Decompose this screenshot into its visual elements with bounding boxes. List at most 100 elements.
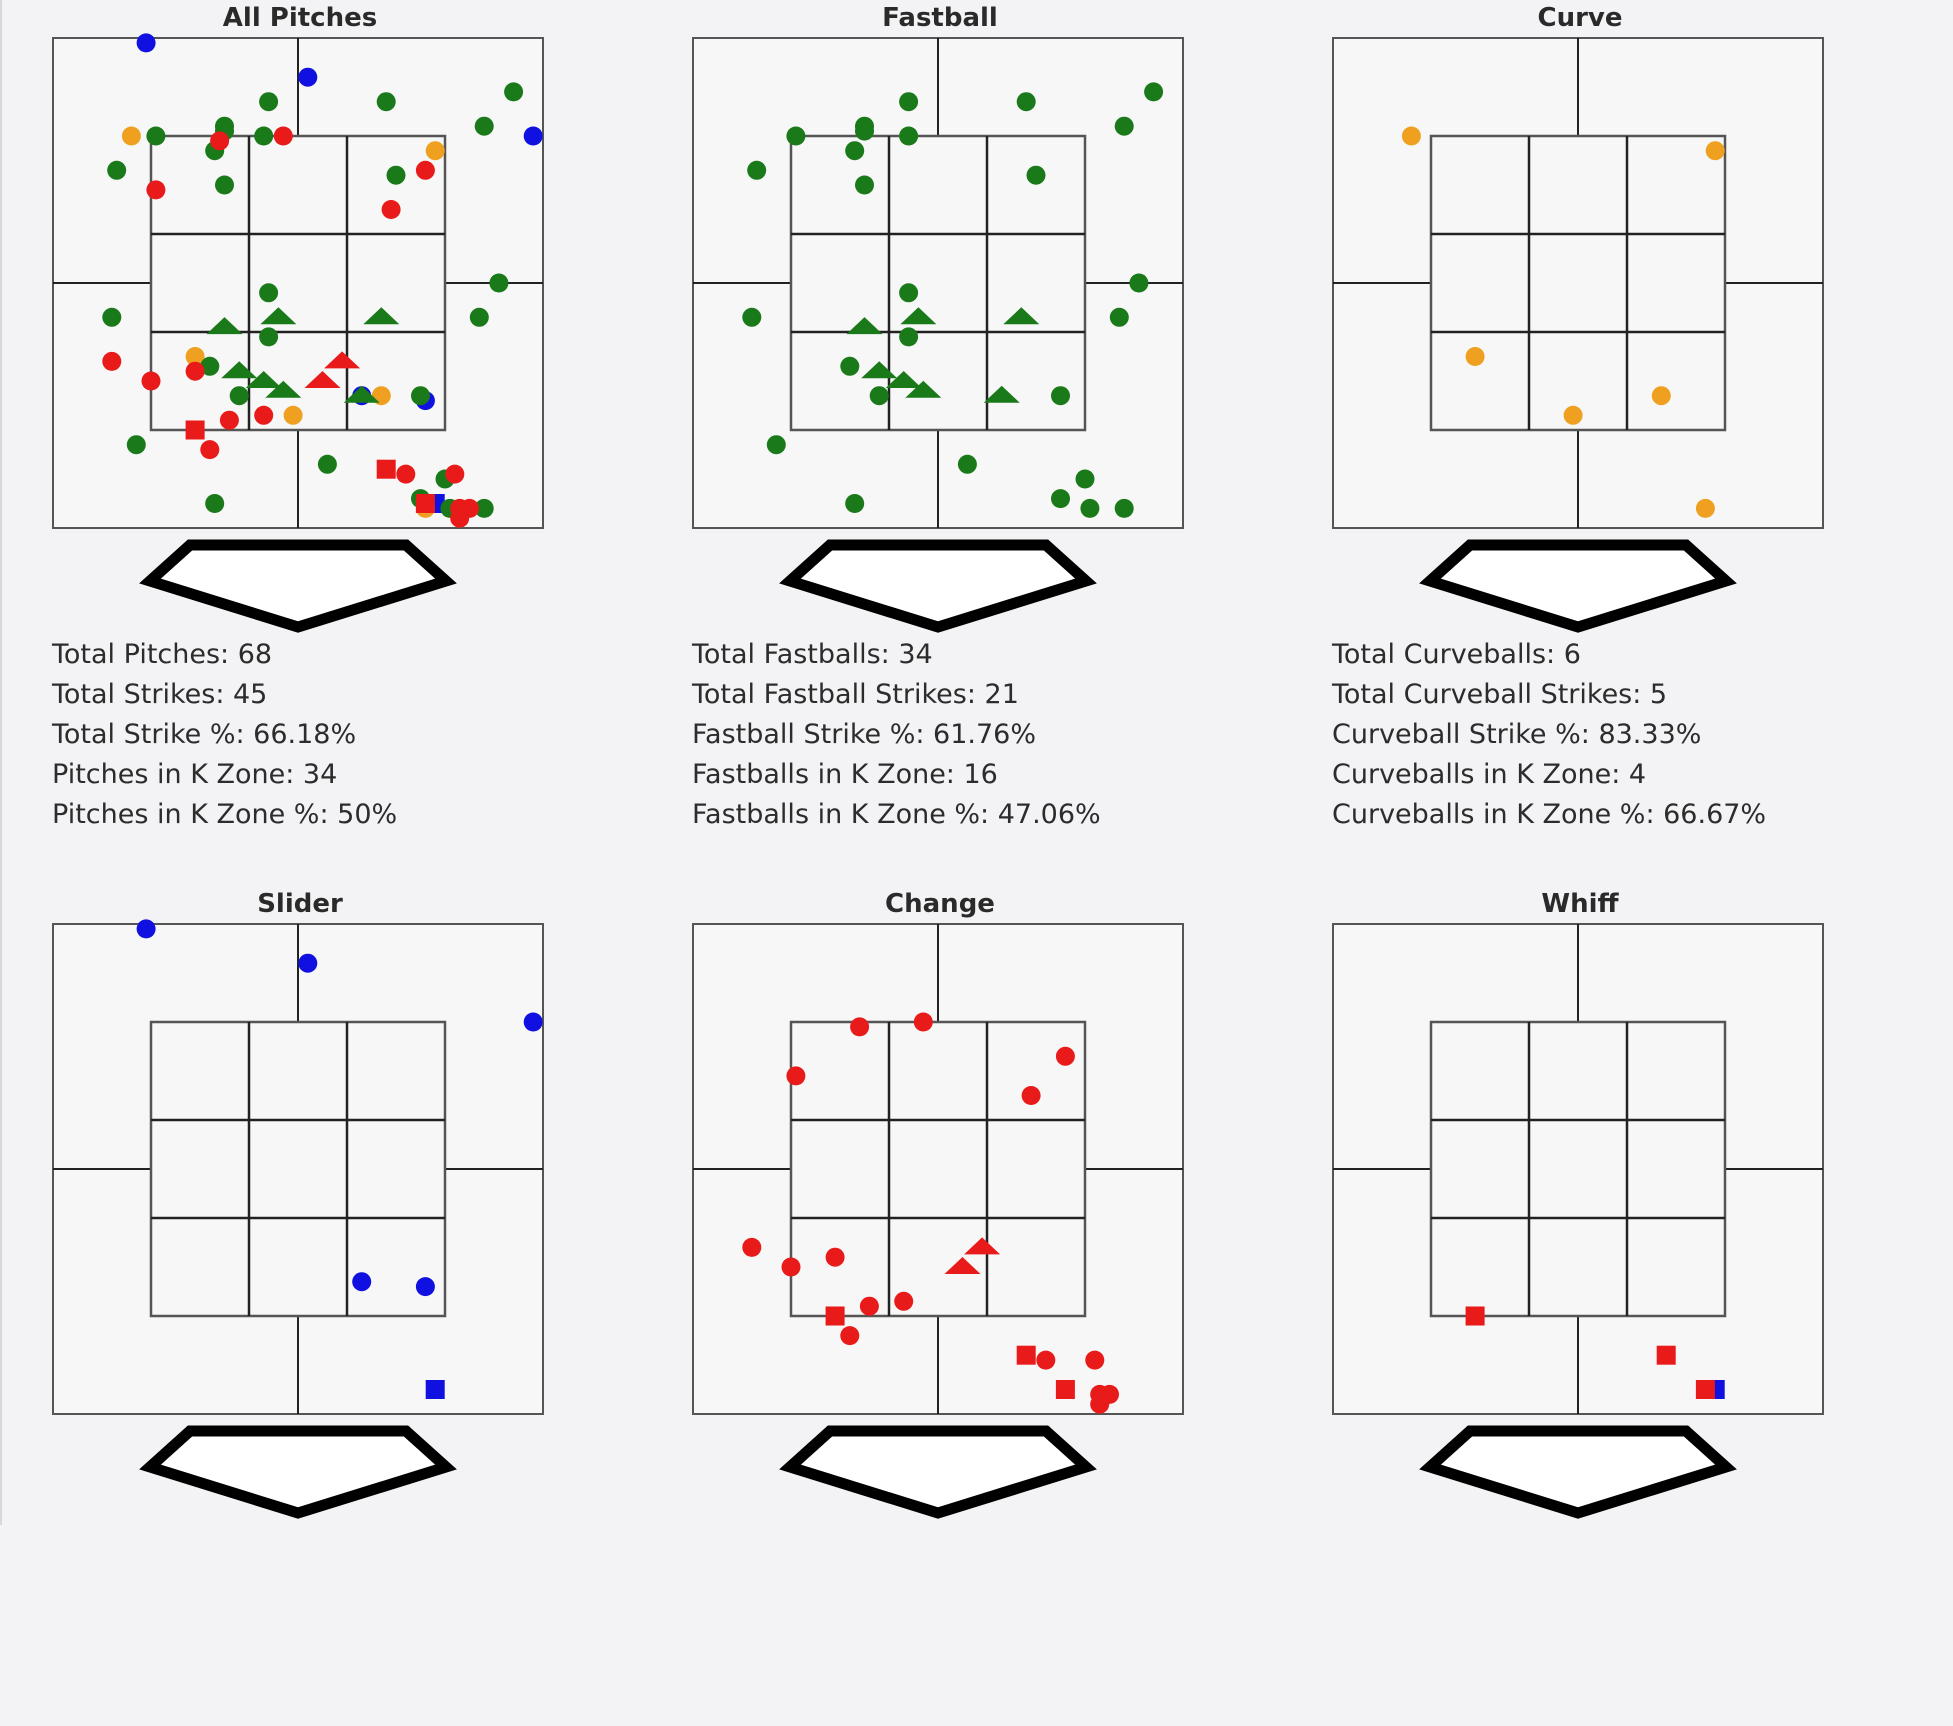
pitch-triangle: [265, 380, 302, 398]
pitch-point: [1695, 498, 1715, 518]
stat-line: Pitches in K Zone: 34: [52, 759, 338, 790]
home-plate: [139, 539, 457, 633]
chart-title: Slider: [257, 889, 343, 919]
pitch-point: [1036, 1350, 1056, 1370]
pitch-point: [317, 454, 337, 474]
pitch-square: [376, 459, 396, 479]
strike-zone-box: [1429, 1020, 1727, 1318]
pitch-point: [1051, 386, 1070, 406]
pitch-point: [523, 126, 543, 146]
pitch-triangle: [983, 385, 1020, 403]
stats-list: Total Curveballs: 6 Total Curveball Stri…: [1332, 635, 1766, 835]
strike-zone-box: [1429, 134, 1727, 432]
chart-title: Curve: [1537, 3, 1623, 33]
pitch-point: [259, 283, 279, 303]
pitch-triangle: [885, 371, 922, 388]
chart-title: All Pitches: [222, 3, 378, 33]
stats-list: Total Fastballs: 34 Total Fastball Strik…: [692, 635, 1101, 835]
pitch-point: [254, 405, 274, 425]
strike-zone-box: [789, 1020, 1087, 1318]
pitch-point: [1090, 1394, 1110, 1414]
pitch-point: [1563, 405, 1583, 425]
chart-title: Fastball: [882, 3, 998, 33]
strike-zone-box: [149, 134, 447, 432]
pitch-square: [825, 1306, 845, 1326]
chart-panel-all-pitches: All Pitches Total Pitches: 68 Total Stri…: [0, 0, 600, 840]
pitch-point: [1051, 489, 1070, 509]
pitch-point: [474, 498, 494, 518]
pitch-triangle: [944, 1257, 981, 1274]
pitch-point: [957, 454, 977, 474]
pitch-square: [1016, 1345, 1036, 1365]
pitch-point: [742, 307, 762, 327]
pitch-point: [1144, 82, 1164, 102]
stat-line: Total Curveballs: 6: [1332, 639, 1581, 670]
chart-title: Change: [885, 889, 995, 919]
stat-line: Total Fastballs: 34: [692, 639, 933, 670]
stat-line: Pitches in K Zone %: 50%: [52, 799, 398, 830]
pitch-point: [766, 435, 786, 455]
chart-panel-fastball: Fastball Total Fastballs: 34 Total Fastb…: [640, 0, 1240, 840]
pitch-point: [259, 327, 279, 347]
pitch-point: [146, 126, 166, 146]
strike-zone-box: [149, 1020, 447, 1318]
strike-zone-plot: [52, 919, 544, 1519]
pitch-point: [136, 919, 156, 939]
stat-line: Fastballs in K Zone %: 47.06%: [692, 799, 1101, 830]
pitch-point: [474, 116, 494, 136]
pitch-point: [386, 165, 406, 185]
pitch-point: [298, 67, 318, 87]
pitch-point: [899, 327, 919, 347]
stat-line: Curveballs in K Zone %: 66.67%: [1332, 799, 1767, 830]
page-left-rule: [0, 0, 2, 1525]
stat-line: Total Strike %: 66.18%: [52, 719, 357, 750]
pitch-point: [747, 160, 767, 180]
stat-line: Total Fastball Strikes: 21: [692, 679, 1019, 710]
stat-line: Fastball Strike %: 61.76%: [692, 719, 1036, 750]
pitch-triangle: [324, 351, 361, 369]
pitch-point: [1651, 386, 1671, 406]
pitch-point: [1075, 469, 1095, 489]
pitch-point: [126, 435, 146, 455]
pitch-point: [899, 126, 919, 146]
pitch-point: [1021, 1086, 1041, 1105]
pitch-point: [121, 126, 141, 146]
stat-line: Curveball Strike %: 83.33%: [1332, 719, 1702, 750]
pitch-triangle: [245, 371, 282, 388]
strike-zone-plot: [52, 33, 544, 633]
pitch-point: [136, 33, 156, 53]
strike-zone-plot: [1332, 37, 1824, 633]
pitch-point: [1114, 498, 1134, 518]
strike-zone-box: [789, 134, 1087, 432]
pitch-point: [415, 1277, 435, 1297]
pitch-point: [840, 356, 860, 376]
pitch-point: [210, 131, 230, 151]
pitch-point: [899, 283, 919, 303]
pitch-point: [786, 126, 806, 146]
pitch-square: [1656, 1345, 1676, 1365]
pitch-point: [1080, 498, 1100, 518]
pitch-point: [205, 494, 225, 513]
home-plate: [779, 1425, 1097, 1519]
pitch-point: [352, 1272, 372, 1292]
pitch-point: [396, 464, 416, 484]
pitch-point: [859, 1296, 879, 1316]
pitch-point: [489, 273, 509, 293]
pitch-point: [469, 307, 489, 327]
pitch-point: [450, 508, 470, 528]
home-plate: [1419, 1425, 1737, 1519]
pitch-point: [283, 405, 303, 425]
pitch-square: [185, 420, 205, 440]
pitch-point: [840, 1326, 860, 1346]
pitch-point: [146, 180, 166, 200]
home-plate: [139, 1425, 457, 1519]
pitch-point: [415, 160, 435, 180]
pitch-triangle: [861, 361, 898, 379]
pitch-point: [1016, 92, 1036, 112]
pitch-point: [425, 141, 445, 161]
pitch-point: [1109, 307, 1129, 327]
chart-title: Whiff: [1541, 889, 1619, 919]
pitch-triangle: [343, 385, 380, 403]
pitch-point: [899, 92, 919, 112]
pitch-point: [1055, 1046, 1075, 1066]
